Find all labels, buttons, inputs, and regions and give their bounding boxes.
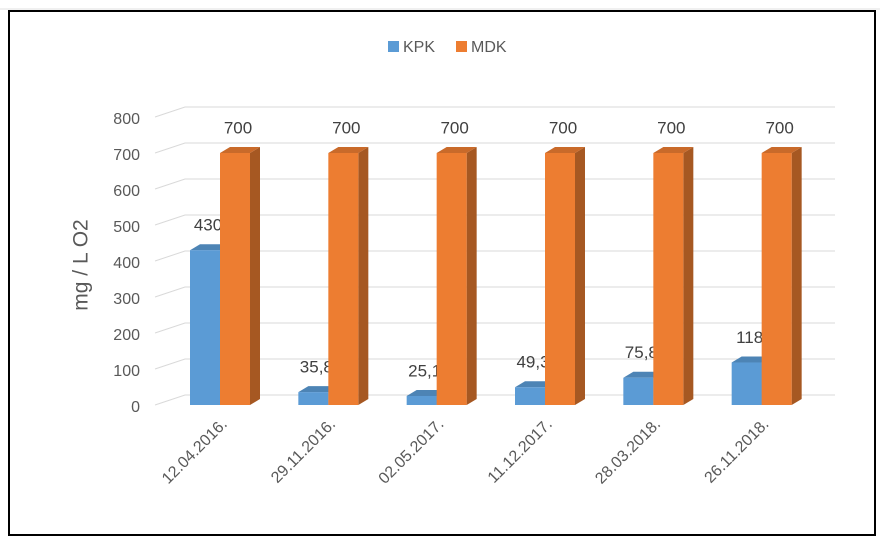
- grid-line: [154, 142, 835, 154]
- bar-side: [250, 147, 260, 405]
- bar-top: [545, 147, 585, 153]
- data-label: 118: [736, 328, 763, 347]
- y-tick-label: 500: [113, 219, 140, 236]
- bar-side: [466, 147, 477, 405]
- bar-front: [653, 153, 684, 405]
- grid-line: [154, 106, 835, 118]
- y-tick-label: 200: [113, 327, 140, 344]
- legend-label: MDK: [471, 39, 507, 56]
- y-tick-label: 800: [113, 111, 140, 128]
- bar: [653, 147, 694, 405]
- y-tick-label: 400: [113, 255, 140, 272]
- bar-front: [328, 153, 359, 405]
- grid-line: [154, 322, 835, 334]
- grid-line: [154, 178, 835, 190]
- data-label: 49,3: [516, 353, 549, 372]
- y-axis-label: mg / L O2: [70, 219, 93, 310]
- y-tick-label: 0: [131, 399, 140, 416]
- bar-top: [220, 147, 260, 153]
- data-label: 75,8: [625, 343, 658, 362]
- bar: [545, 147, 585, 405]
- bar-front: [436, 153, 467, 405]
- bar-side: [683, 147, 694, 405]
- grid-line: [154, 250, 835, 262]
- y-tick-label: 100: [113, 363, 140, 380]
- legend-swatch: [388, 41, 399, 52]
- bar: [220, 147, 260, 405]
- bar: [328, 147, 369, 405]
- bar-front: [406, 395, 437, 405]
- bar-top: [653, 147, 694, 153]
- legend-swatch: [456, 41, 467, 52]
- data-label: 700: [440, 118, 468, 137]
- data-label: 430: [194, 216, 222, 235]
- bar-front: [298, 392, 329, 405]
- bar-top: [328, 147, 369, 153]
- data-label: 700: [549, 118, 577, 137]
- data-label: 700: [224, 118, 252, 137]
- grid-line: [154, 394, 835, 406]
- grid-line: [154, 358, 835, 370]
- data-label: 700: [332, 118, 360, 137]
- bar: [436, 147, 477, 405]
- frame: [8, 10, 876, 536]
- data-label: 35,8: [300, 358, 333, 377]
- y-tick-label: 700: [113, 147, 140, 164]
- bar-front: [515, 387, 545, 405]
- grid-line: [154, 214, 835, 226]
- bar-top: [436, 147, 477, 153]
- y-tick-label: 600: [113, 183, 140, 200]
- data-label: 700: [657, 118, 685, 137]
- bar-side: [791, 147, 802, 405]
- y-tick-label: 300: [113, 291, 140, 308]
- bar-top: [761, 147, 802, 153]
- data-label: 700: [765, 118, 793, 137]
- bar-side: [575, 147, 585, 405]
- bar-front: [545, 153, 575, 405]
- bar-front: [761, 153, 792, 405]
- bar: [761, 147, 802, 405]
- bar-front: [220, 153, 250, 405]
- grid-line: [154, 286, 835, 298]
- bar-front: [731, 362, 762, 405]
- bar-side: [358, 147, 369, 405]
- bar-front: [190, 250, 220, 405]
- legend-label: KPK: [403, 39, 435, 56]
- legend: KPK MDK: [388, 39, 507, 56]
- bar-front: [623, 377, 654, 405]
- data-label: 25,1: [408, 361, 441, 380]
